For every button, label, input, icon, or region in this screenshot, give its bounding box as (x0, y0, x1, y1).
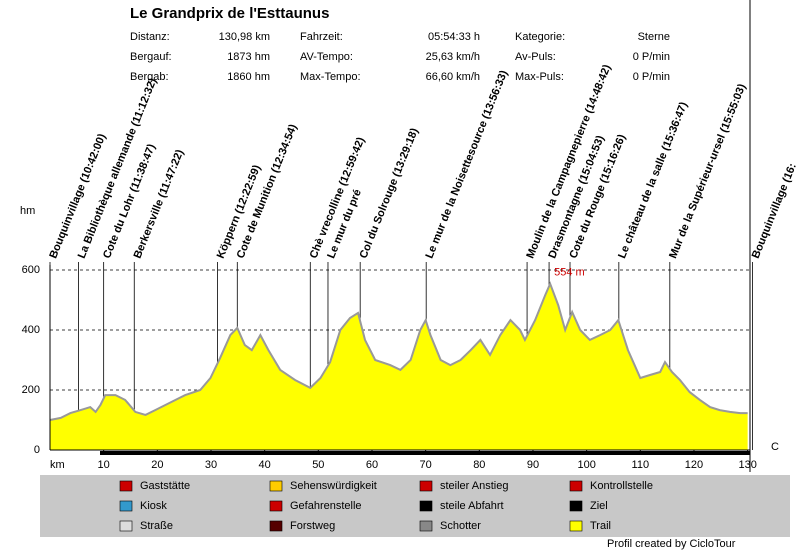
surface-strip (100, 451, 750, 455)
stat-label: Bergab: (130, 71, 169, 83)
x-tick-label: 100 (577, 459, 595, 471)
elevation-area (50, 283, 748, 450)
y-tick-label: 200 (22, 384, 40, 396)
legend-box (40, 475, 790, 537)
legend-icon (569, 520, 583, 532)
legend-label: steiler Anstieg (440, 480, 508, 492)
waypoint-label: Bouquinvillage (16: (750, 162, 799, 261)
x-tick-label: 130 (738, 459, 756, 471)
stat-value: 66,60 km/h (426, 71, 480, 83)
stat-label: Av-Puls: (515, 51, 556, 63)
stat-value: 0 P/min (633, 71, 670, 83)
legend-label: Kontrollstelle (590, 480, 653, 492)
stat-label: Kategorie: (515, 31, 565, 43)
legend-label: Ziel (590, 500, 608, 512)
legend-label: Straße (140, 520, 173, 532)
legend-icon (269, 500, 283, 512)
stat-value: 05:54:33 h (428, 31, 480, 43)
stat-label: Fahrzeit: (300, 31, 343, 43)
elevation-line (49, 281, 748, 421)
legend-icon (269, 480, 283, 492)
waypoint-label: Col du Solrouge (13:29:18) (358, 126, 421, 260)
legend-icon (569, 500, 583, 512)
y-tick-label: 600 (22, 264, 40, 276)
x-tick-label: 20 (151, 459, 163, 471)
legend-label: Trail (590, 520, 611, 532)
stat-value: 1873 hm (227, 51, 270, 63)
legend-icon (419, 480, 433, 492)
legend-label: Gefahrenstelle (290, 500, 362, 512)
x-axis-label: km (50, 459, 65, 471)
x-tick-label: 30 (205, 459, 217, 471)
legend-icon (269, 520, 283, 532)
stat-label: AV-Tempo: (300, 51, 353, 63)
legend-icon (119, 480, 133, 492)
legend-label: Forstweg (290, 520, 335, 532)
y-tick-label: 0 (34, 444, 40, 456)
waypoint-label: Le mur de la Noisettesource (13:56:33) (424, 68, 511, 260)
legend-icon (419, 520, 433, 532)
legend-icon (569, 480, 583, 492)
legend-label: Sehenswürdigkeit (290, 480, 377, 492)
x-tick-label: 50 (312, 459, 324, 471)
stat-label: Max-Tempo: (300, 71, 361, 83)
legend-label: steile Abfahrt (440, 500, 504, 512)
legend-icon (419, 500, 433, 512)
footer: Profil created by CicloTour (607, 538, 736, 550)
peak-annotation: 554 m (554, 267, 585, 279)
legend-label: Schotter (440, 520, 481, 532)
y-tick-label: 400 (22, 324, 40, 336)
x-tick-label: 110 (632, 459, 650, 471)
x-tick-label: 60 (366, 459, 378, 471)
y-axis-label: hm (20, 205, 35, 217)
stat-value: 1860 hm (227, 71, 270, 83)
legend-icon (119, 500, 133, 512)
stat-label: Max-Puls: (515, 71, 564, 83)
x-tick-label: 40 (259, 459, 271, 471)
legend-label: Kiosk (140, 500, 167, 512)
stat-value: Sterne (638, 31, 670, 43)
stat-label: Distanz: (130, 31, 170, 43)
chart-title: Le Grandprix de l'Esttaunus (130, 5, 329, 22)
x-tick-label: 80 (473, 459, 485, 471)
legend-icon (119, 520, 133, 532)
right-label: C (771, 441, 779, 453)
x-tick-label: 10 (98, 459, 110, 471)
stat-value: 130,98 km (219, 31, 270, 43)
x-tick-label: 70 (420, 459, 432, 471)
x-tick-label: 90 (527, 459, 539, 471)
stat-value: 0 P/min (633, 51, 670, 63)
stat-label: Bergauf: (130, 51, 172, 63)
legend-label: Gaststätte (140, 480, 190, 492)
x-tick-label: 120 (685, 459, 703, 471)
stat-value: 25,63 km/h (426, 51, 480, 63)
